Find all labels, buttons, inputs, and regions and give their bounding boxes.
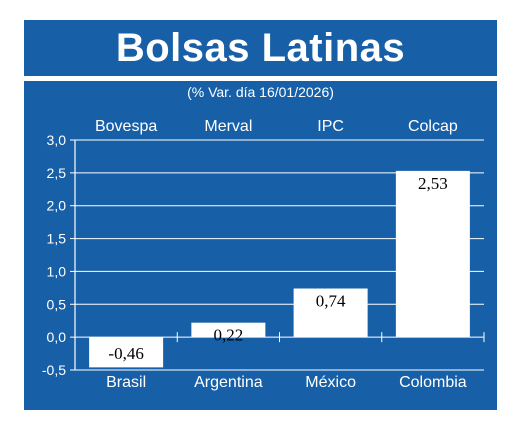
bars — [89, 170, 470, 368]
y-tick-label: 3,0 — [47, 132, 67, 148]
bar-value-label: -0,46 — [108, 344, 143, 363]
y-tick-label: 2,0 — [47, 198, 67, 214]
y-tick-label: 1,5 — [47, 231, 67, 247]
labels: -0,46 Bovespa Brasil 0,22 Merval Argentina 0,7… — [95, 118, 467, 391]
index-name-label: Colcap — [408, 118, 458, 135]
bar — [293, 288, 368, 338]
index-name-label: Merval — [204, 118, 252, 135]
bar-value-label: 2,53 — [418, 174, 448, 193]
index-name-label: Bovespa — [95, 118, 157, 135]
x-tick-label: Brasil — [106, 374, 146, 391]
y-tick-label: 0,0 — [47, 329, 67, 345]
bar-value-label: 0,74 — [316, 292, 346, 311]
bar-value-label: 0,22 — [214, 326, 244, 345]
title-divider — [24, 76, 497, 81]
bar — [191, 322, 266, 338]
index-name-label: IPC — [317, 118, 344, 135]
bar — [395, 170, 470, 338]
y-tick-label: 1,0 — [47, 263, 67, 279]
chart-subtitle: (% Var. día 16/01/2026) — [187, 84, 334, 100]
y-tick-label: -0,5 — [42, 362, 66, 378]
chart-title: Bolsas Latinas — [115, 25, 406, 70]
axes: -0,5 0,0 0,5 1,0 1,5 2,0 2,5 3,0 — [42, 132, 485, 378]
x-tick-label: Argentina — [194, 374, 263, 391]
bar — [89, 337, 164, 368]
x-tick-label: Colombia — [399, 374, 467, 391]
title-band: Bolsas Latinas — [24, 20, 497, 76]
y-tick-label: 0,5 — [47, 296, 67, 312]
x-tick-label: México — [305, 374, 356, 391]
y-tick-label: 2,5 — [47, 165, 67, 181]
